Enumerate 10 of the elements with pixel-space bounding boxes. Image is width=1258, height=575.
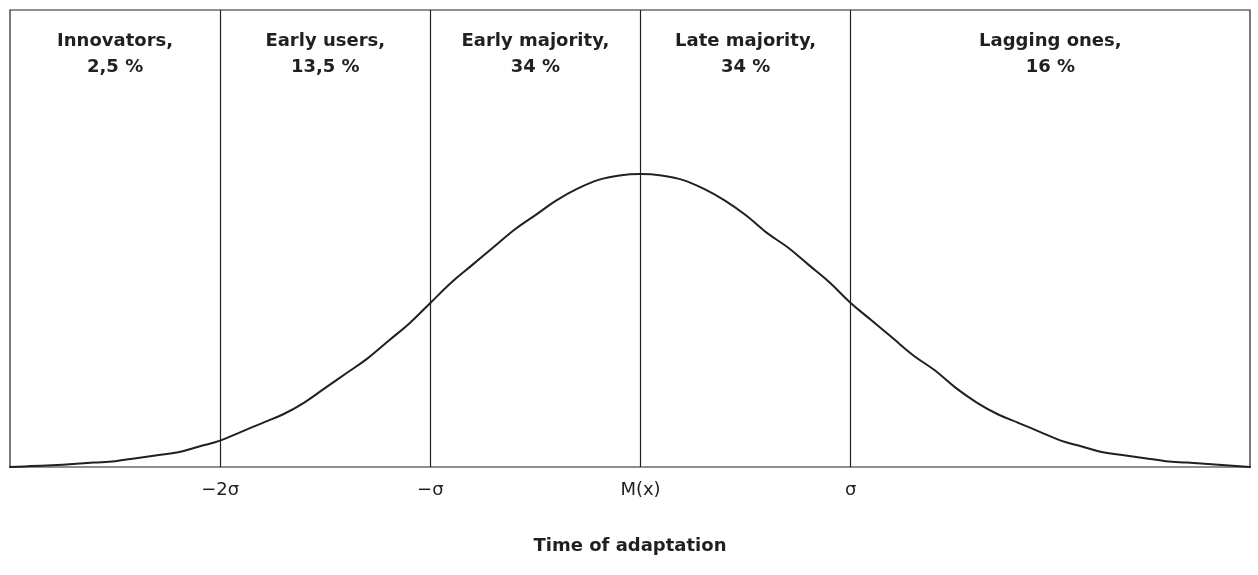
text: Early users, 13,5 % [265,28,386,76]
x-tick-label: −σ [417,477,444,499]
x-axis-title: Time of adaptation [533,533,727,555]
x-tick-label: M(x) [620,477,661,499]
x-tick-label: −2σ [201,477,240,499]
x-tick-label: σ [844,477,857,499]
text: Late majority, 34 % [675,28,817,76]
text: Lagging ones, 16 % [979,28,1122,76]
text: Innovators, 2,5 % [57,28,174,76]
text: Early majority, 34 % [461,28,610,76]
